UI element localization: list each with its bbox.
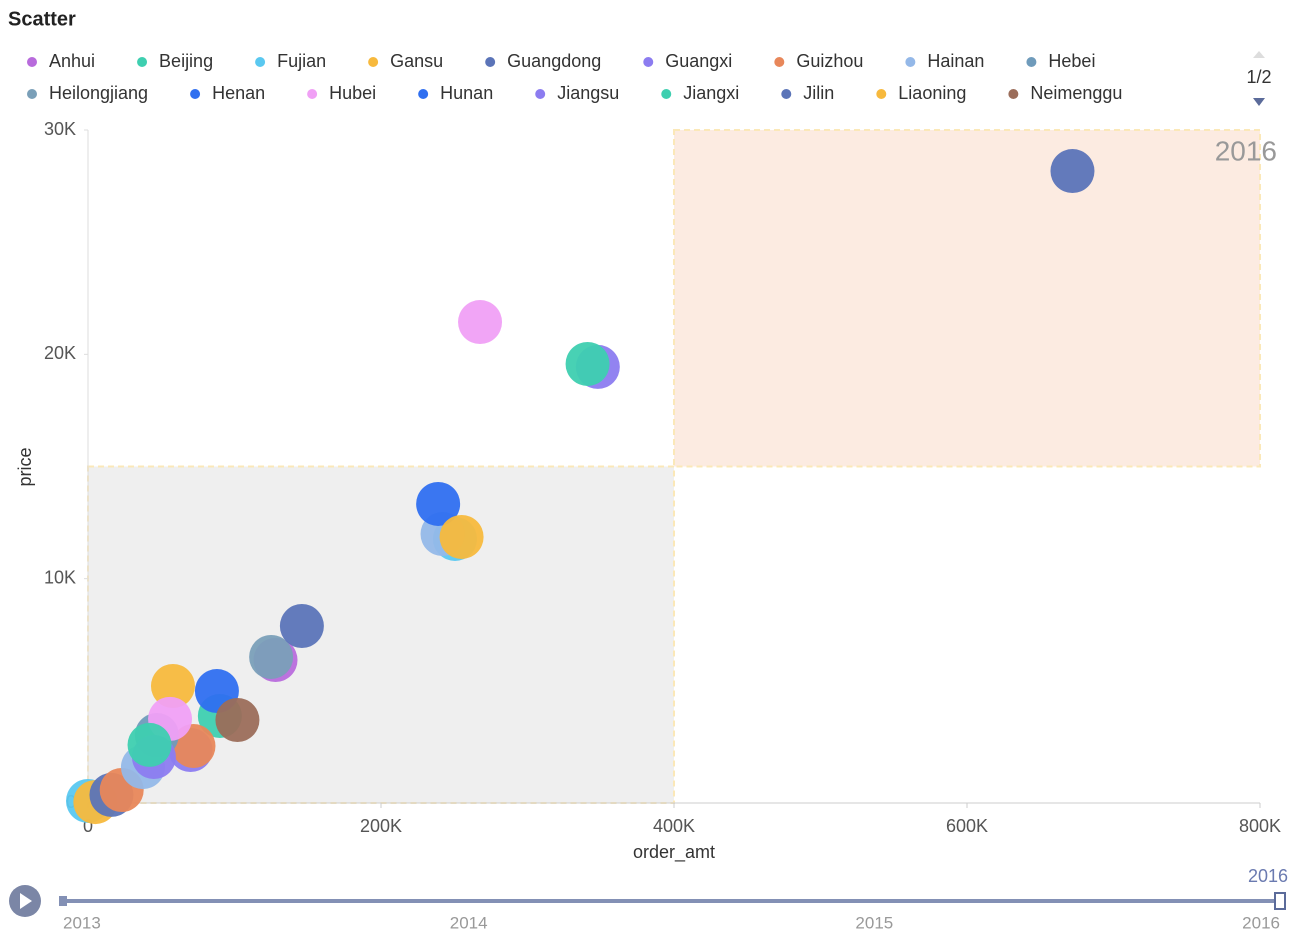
point[interactable] bbox=[439, 514, 484, 559]
legend-label: Hubei bbox=[329, 83, 376, 103]
legend-marker[interactable] bbox=[368, 57, 379, 67]
legend-marker[interactable] bbox=[905, 57, 916, 67]
legend-marker[interactable] bbox=[661, 89, 672, 99]
x-tick-label: 200K bbox=[360, 816, 402, 836]
timeline-watermark: 2016 bbox=[1215, 135, 1277, 166]
timeline-start[interactable] bbox=[59, 896, 67, 906]
legend-label: Jiangsu bbox=[557, 83, 619, 103]
x-axis-label: order_amt bbox=[633, 842, 715, 863]
region bbox=[673, 129, 1261, 468]
legend-label: Fujian bbox=[277, 51, 326, 71]
legend-label: Liaoning bbox=[898, 83, 966, 103]
legend-page: 1/2 bbox=[1246, 67, 1271, 87]
y-axis-label: price bbox=[15, 447, 35, 486]
legend-label: Gansu bbox=[390, 51, 443, 71]
timeline-handle[interactable] bbox=[1274, 892, 1286, 910]
legend-label: Guangxi bbox=[665, 51, 732, 71]
point[interactable] bbox=[279, 604, 324, 649]
legend-label: Beijing bbox=[159, 51, 213, 71]
point[interactable] bbox=[249, 634, 294, 679]
legend-marker[interactable] bbox=[307, 89, 318, 99]
point[interactable] bbox=[416, 481, 461, 526]
legend-marker[interactable] bbox=[190, 89, 201, 99]
legend-prev[interactable] bbox=[1253, 51, 1265, 58]
point[interactable] bbox=[150, 664, 195, 709]
legend-marker[interactable] bbox=[643, 57, 654, 67]
legend-label: Hainan bbox=[927, 51, 984, 71]
timeline-label[interactable]: 2013 bbox=[63, 913, 101, 932]
x-tick-label: 0 bbox=[83, 816, 93, 836]
legend-marker[interactable] bbox=[535, 89, 546, 99]
play-icon bbox=[20, 893, 32, 909]
point[interactable] bbox=[215, 697, 260, 742]
legend-marker[interactable] bbox=[774, 57, 785, 67]
legend-label: Guizhou bbox=[796, 51, 863, 71]
legend-marker[interactable] bbox=[27, 57, 37, 67]
timeline-label[interactable]: 2014 bbox=[450, 913, 488, 932]
y-tick-label: 10K bbox=[44, 567, 76, 587]
legend-label: Jilin bbox=[803, 83, 834, 103]
legend-marker[interactable] bbox=[781, 89, 792, 99]
legend-label: Guangdong bbox=[507, 51, 601, 71]
x-tick-label: 800K bbox=[1239, 816, 1281, 836]
legend-label: Jiangxi bbox=[683, 83, 739, 103]
point[interactable] bbox=[458, 300, 503, 345]
x-tick-label: 400K bbox=[653, 816, 695, 836]
point[interactable] bbox=[127, 722, 172, 767]
x-tick-label: 600K bbox=[946, 816, 988, 836]
timeline-label[interactable]: 2016 bbox=[1242, 913, 1280, 932]
timeline-label[interactable]: 2015 bbox=[855, 913, 893, 932]
legend-label: Henan bbox=[212, 83, 265, 103]
point[interactable] bbox=[565, 341, 610, 386]
legend-label: Hebei bbox=[1048, 51, 1095, 71]
legend-marker[interactable] bbox=[255, 57, 266, 67]
point[interactable] bbox=[1050, 149, 1095, 194]
legend-marker[interactable] bbox=[137, 57, 148, 67]
y-tick-label: 20K bbox=[44, 343, 76, 363]
legend-marker[interactable] bbox=[485, 57, 496, 67]
chart-title: Scatter bbox=[8, 8, 76, 30]
legend-marker[interactable] bbox=[1008, 89, 1019, 99]
legend-marker[interactable] bbox=[1026, 57, 1037, 67]
legend-label: Heilongjiang bbox=[49, 83, 148, 103]
legend-label: Neimenggu bbox=[1030, 83, 1122, 103]
legend-marker[interactable] bbox=[418, 89, 429, 99]
legend-label: Anhui bbox=[49, 51, 95, 71]
timeline-current: 2016 bbox=[1248, 866, 1288, 886]
y-tick-label: 30K bbox=[44, 119, 76, 139]
legend-marker[interactable] bbox=[876, 89, 887, 99]
legend-next[interactable] bbox=[1253, 98, 1265, 106]
legend-marker[interactable] bbox=[27, 89, 37, 99]
legend-label: Hunan bbox=[440, 83, 493, 103]
